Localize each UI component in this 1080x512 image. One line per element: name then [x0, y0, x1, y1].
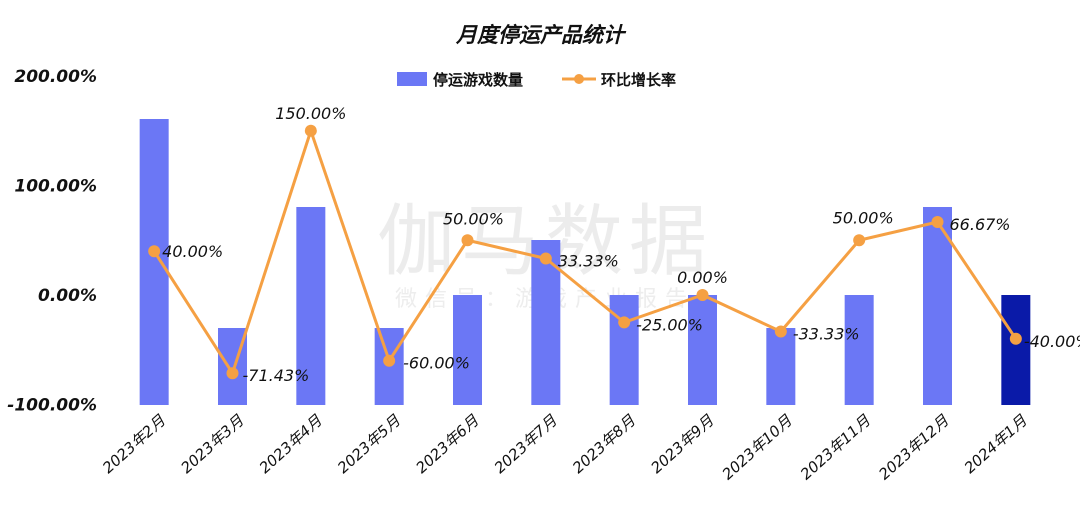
x-tick-label: 2023年8月 [569, 411, 640, 477]
growth-point [696, 289, 709, 301]
legend-bar-swatch [397, 72, 427, 86]
growth-point [618, 316, 631, 329]
growth-point [304, 124, 317, 137]
x-axis: 2023年2月 2023年3月 2023年4月 2023年5月 2023年6月 2023年… [99, 411, 1031, 483]
data-label: -25.00% [636, 315, 703, 334]
legend: 停运游戏数量 环比增长率 [397, 71, 676, 89]
growth-point [539, 252, 552, 265]
growth-point [853, 234, 866, 247]
data-label: -71.43% [243, 366, 310, 385]
bar [453, 295, 482, 405]
bar [923, 207, 952, 405]
x-tick-label: 2023年10月 [719, 411, 797, 483]
data-labels: 40.00% -71.43% 150.00% -60.00% 50.00% 33.33% -… [162, 104, 1080, 385]
bar [296, 207, 326, 405]
growth-line-path [152, 129, 1018, 375]
bar [766, 328, 796, 405]
x-tick-label: 2023年2月 [99, 411, 170, 477]
data-label: -33.33% [793, 324, 860, 343]
bar [688, 295, 717, 405]
growth-point [774, 325, 787, 338]
legend-bar-label: 停运游戏数量 [433, 71, 523, 89]
y-axis: 200.00% 100.00% 0.00% -100.00% [7, 67, 97, 416]
data-label: 40.00% [162, 242, 223, 261]
data-label: 150.00% [275, 104, 346, 123]
x-tick-label: 2024年1月 [961, 411, 1032, 477]
chart-title: 月度停运产品统计 [455, 23, 627, 47]
growth-point [226, 367, 239, 380]
bar [844, 295, 874, 405]
data-label: -60.00% [403, 354, 470, 373]
x-tick-label: 2023年11月 [797, 411, 875, 483]
y-tick-label: -100.00% [7, 396, 97, 416]
growth-point [931, 215, 944, 228]
data-label: 50.00% [443, 209, 504, 228]
x-tick-label: 2023年6月 [412, 411, 483, 477]
x-tick-label: 2023年4月 [256, 411, 327, 477]
data-label: 33.33% [558, 252, 619, 271]
legend-line-marker [574, 74, 584, 84]
data-label: 66.67% [950, 215, 1011, 234]
x-tick-label: 2023年12月 [875, 411, 953, 483]
growth-point [461, 234, 474, 247]
x-tick-label: 2023年9月 [647, 411, 718, 477]
x-tick-label: 2023年5月 [334, 411, 405, 477]
legend-line-label: 环比增长率 [601, 71, 676, 89]
y-tick-label: 100.00% [14, 177, 97, 197]
growth-point [148, 245, 161, 258]
bar [609, 295, 639, 405]
growth-points [148, 124, 1022, 380]
growth-line [152, 129, 1018, 375]
x-tick-label: 2023年3月 [177, 411, 248, 477]
data-label: -40.00% [1024, 332, 1080, 351]
x-tick-label: 2023年7月 [491, 411, 562, 477]
growth-point [383, 354, 396, 367]
data-label: 50.00% [833, 208, 894, 227]
bar [139, 119, 169, 405]
data-label: 0.00% [677, 268, 728, 287]
growth-point [1009, 332, 1022, 345]
bar [531, 240, 561, 405]
bars [139, 119, 1031, 405]
y-tick-label: 0.00% [38, 286, 97, 306]
bar [1001, 295, 1031, 405]
y-tick-label: 200.00% [14, 67, 97, 87]
